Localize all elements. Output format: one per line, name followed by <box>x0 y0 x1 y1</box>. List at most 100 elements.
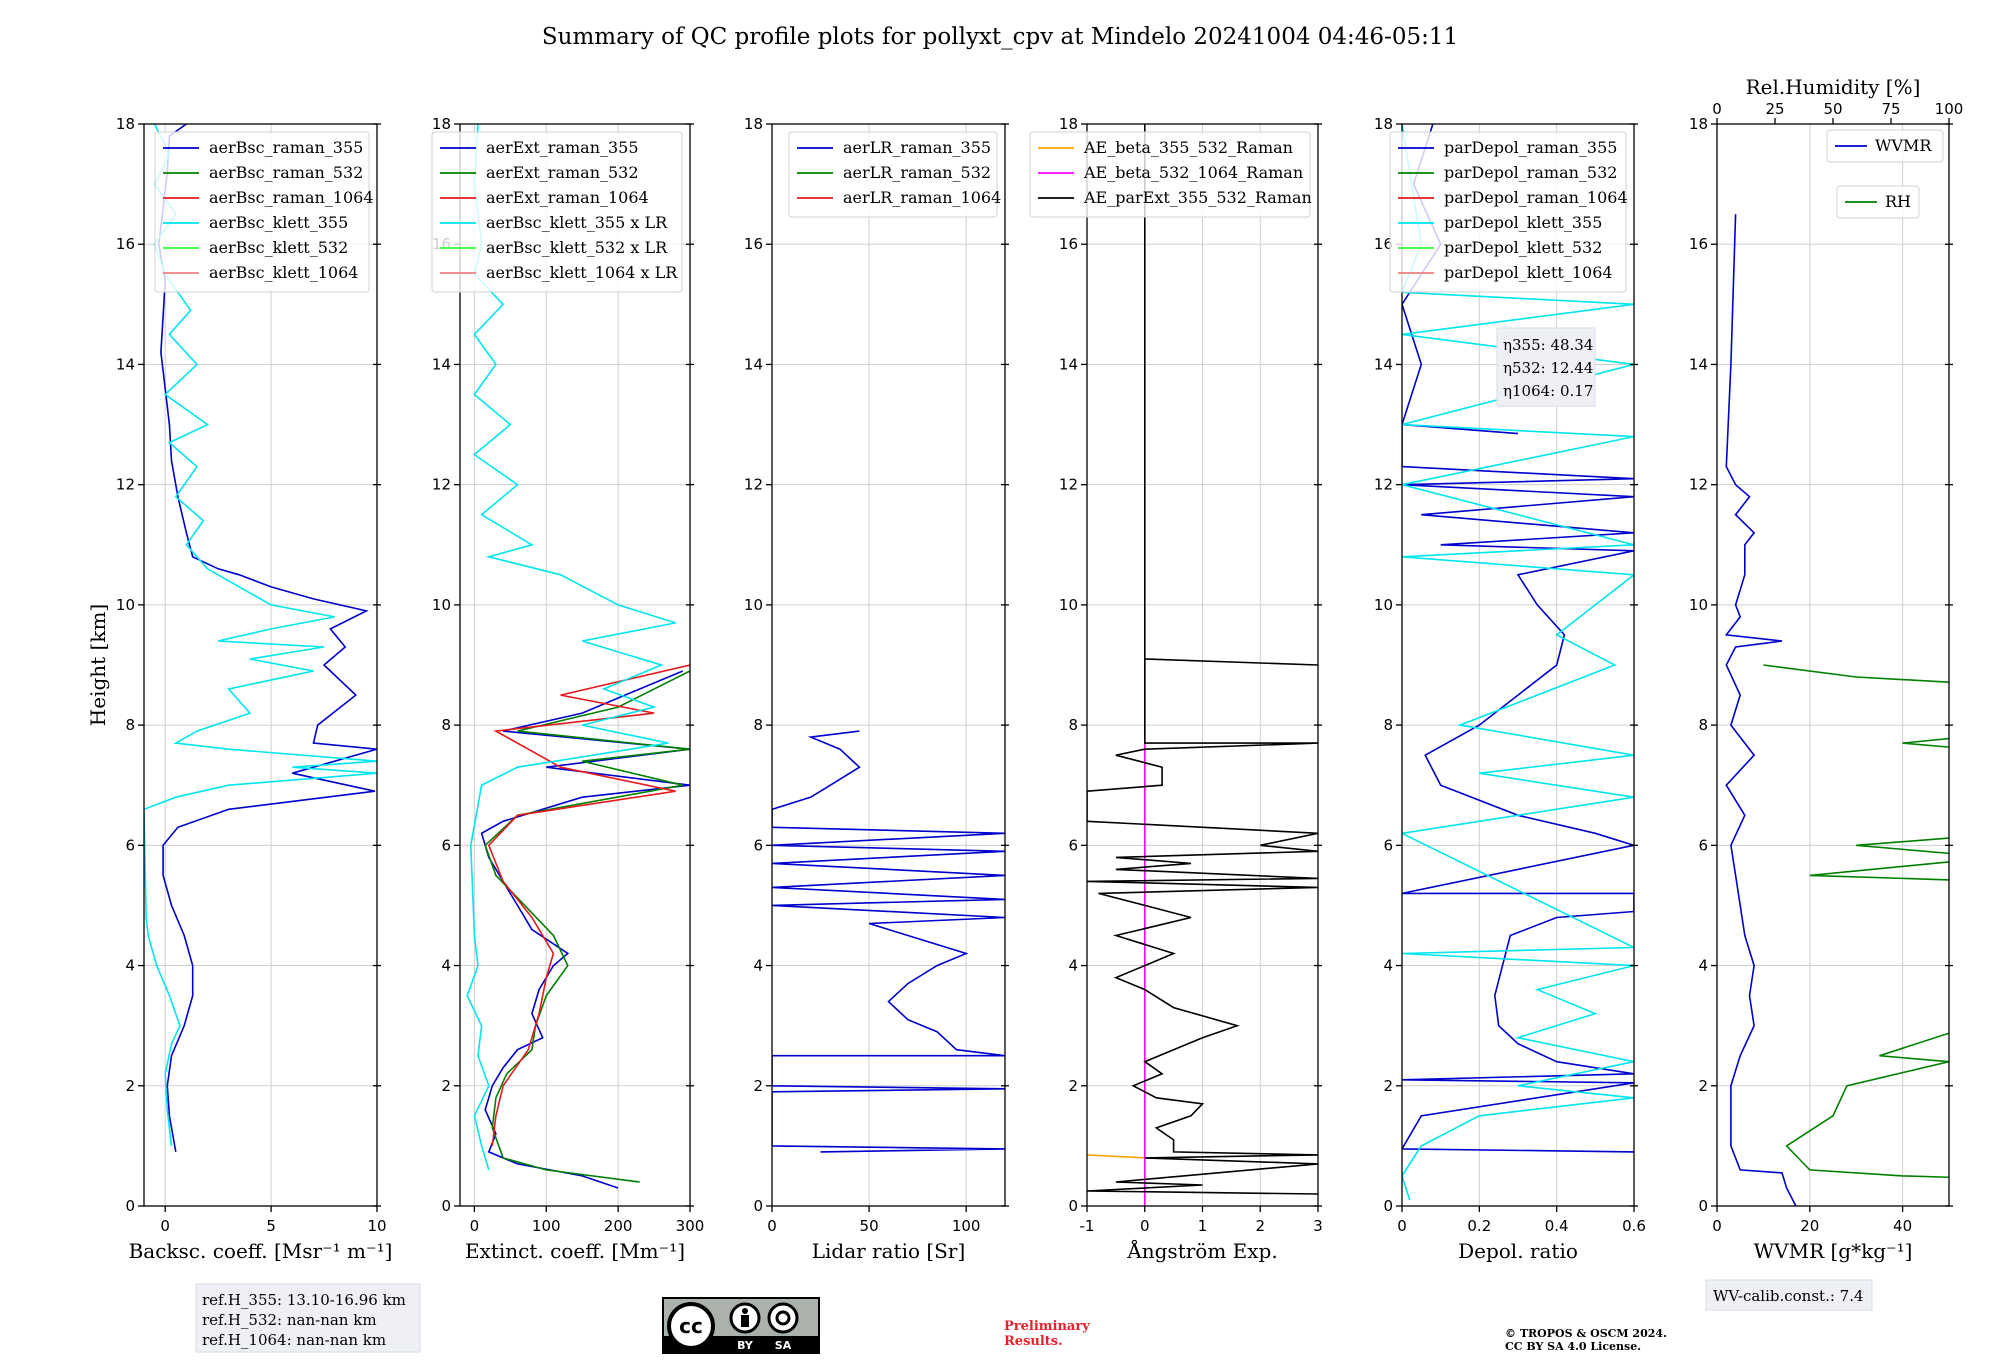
legend-entry: WVMR <box>1875 136 1932 155</box>
x-tick-label: 100 <box>952 1217 981 1235</box>
data-layer <box>1087 124 1318 1206</box>
cc-sa-label: SA <box>775 1339 792 1352</box>
x-tick-label: 0 <box>1140 1217 1150 1235</box>
legend-entry: aerBsc_klett_532 <box>209 238 348 257</box>
x-tick-label: 0.2 <box>1467 1217 1491 1235</box>
y-tick-label: 8 <box>753 716 763 734</box>
y-tick-label: 8 <box>1698 716 1708 734</box>
y-tick-label: 0 <box>753 1197 763 1215</box>
y-tick-label: 8 <box>1068 716 1078 734</box>
eta-line: η532: 12.44 <box>1503 359 1593 377</box>
y-tick-label: 0 <box>1698 1197 1708 1215</box>
x-axis-label: Ångström Exp. <box>1126 1238 1277 1263</box>
x-tick-label: 0.6 <box>1622 1217 1646 1235</box>
legend-entry: parDepol_klett_532 <box>1444 238 1602 257</box>
y-tick-label: 0 <box>1383 1197 1393 1215</box>
y-tick-label: 18 <box>1059 115 1078 133</box>
y-tick-label: 16 <box>1059 235 1078 253</box>
eta-annotation: η355: 48.34 η532: 12.44 η1064: 0.17 <box>1496 327 1596 407</box>
x-tick-label: 1 <box>1198 1217 1208 1235</box>
legend-entry: aerBsc_klett_532 x LR <box>486 238 668 257</box>
x-axis-label: Backsc. coeff. [Msr⁻¹ m⁻¹] <box>129 1239 393 1263</box>
y-tick-label: 4 <box>753 957 763 975</box>
annotation-box <box>1496 327 1596 407</box>
y-tick-label: 18 <box>432 115 451 133</box>
x-tick-label: 40 <box>1893 1217 1912 1235</box>
cc-license-icon: cc <box>667 1302 715 1350</box>
y-tick-label: 8 <box>1383 716 1393 734</box>
x2-tick-label: 25 <box>1765 100 1784 118</box>
y-tick-label: 10 <box>432 596 451 614</box>
y-tick-label: 16 <box>744 235 763 253</box>
legend-box <box>1389 131 1627 293</box>
y-tick-label: 10 <box>744 596 763 614</box>
y-tick-label: 16 <box>1689 235 1708 253</box>
legend-entry: aerExt_raman_355 <box>486 138 639 157</box>
series-line-aerlr-raman-355 <box>772 730 1005 1153</box>
legend-box <box>1826 129 1944 163</box>
x-tick-label: 0 <box>160 1217 170 1235</box>
legend-entry: aerBsc_klett_355 x LR <box>486 213 668 232</box>
legend-entry: AE_beta_532_1064_Raman <box>1083 163 1303 182</box>
cc-license-badge: cc BY SA <box>662 1297 820 1354</box>
y-tick-label: 6 <box>753 836 763 854</box>
y-tick-label: 0 <box>1068 1197 1078 1215</box>
data-layer <box>466 124 690 1189</box>
legend-entry: aerBsc_raman_1064 <box>209 188 374 207</box>
y-tick-label: 6 <box>1698 836 1708 854</box>
ref-height-line: ref.H_532: nan-nan km <box>202 1311 377 1329</box>
x-tick-label: 3 <box>1313 1217 1323 1235</box>
series-line-aerbsc-klett-355 <box>144 124 377 1146</box>
series-line-ae-beta-355-532-raman <box>1087 1154 1145 1159</box>
plot-frame <box>459 123 691 1207</box>
figure-title: Summary of QC profile plots for pollyxt_… <box>542 24 1458 50</box>
legend-box <box>1029 131 1311 218</box>
ref-height-annotation: ref.H_355: 13.10-16.96 km ref.H_532: nan-… <box>195 1283 421 1353</box>
x-tick-label: 50 <box>860 1217 879 1235</box>
x-axis-label: Depol. ratio <box>1458 1239 1578 1263</box>
y-tick-label: 14 <box>1059 355 1078 373</box>
preliminary-line-1: Preliminary <box>1004 1319 1090 1334</box>
x-axis-label: WVMR [g*kg⁻¹] <box>1754 1239 1913 1263</box>
legend-entry: AE_beta_355_532_Raman <box>1083 138 1293 157</box>
y-tick-label: 16 <box>1374 235 1393 253</box>
x2-tick-label: 50 <box>1823 100 1842 118</box>
series-line-aerext-raman-1064 <box>487 664 690 1146</box>
x-tick-label: 300 <box>676 1217 705 1235</box>
y-tick-label: 14 <box>1689 355 1708 373</box>
legend-entry: aerExt_raman_1064 <box>486 188 649 207</box>
ref-height-line: ref.H_1064: nan-nan km <box>202 1331 386 1349</box>
y-tick-label: 14 <box>1374 355 1393 373</box>
panel-3: 0 2 4 6 8 10 12 14 16 18 0 50 100 Lidar ratio [Sr] aer… <box>744 115 1009 1263</box>
legend-box <box>431 131 683 293</box>
legend-box <box>1836 185 1920 219</box>
eta-line: η1064: 0.17 <box>1503 382 1593 400</box>
x-tick-label: 0 <box>470 1217 480 1235</box>
plot-frame <box>143 123 378 1207</box>
cc-by-label: BY <box>737 1339 754 1352</box>
y-tick-label: 12 <box>432 476 451 494</box>
y-tick-label: 4 <box>125 957 135 975</box>
eta-line: η355: 48.34 <box>1503 336 1593 354</box>
legend-entry: parDepol_raman_532 <box>1444 163 1617 182</box>
y-tick-label: 4 <box>1383 957 1393 975</box>
legend-entry: aerBsc_klett_1064 <box>209 263 358 282</box>
x2-tick-label: 100 <box>1935 100 1964 118</box>
series-line-aerext-raman-532 <box>484 670 690 1183</box>
x-tick-label: 20 <box>1800 1217 1819 1235</box>
y-tick-label: 2 <box>1068 1077 1078 1095</box>
series-line-rh <box>1763 664 1949 1179</box>
ref-height-line: ref.H_355: 13.10-16.96 km <box>202 1291 406 1309</box>
annotation-box <box>1705 1279 1873 1311</box>
series-line-wvmr <box>1724 214 1797 1206</box>
series-line-aerbsc-klett-355-x-lr <box>466 124 676 1171</box>
legend-entry: parDepol_klett_1064 <box>1444 263 1613 282</box>
y-tick-label: 6 <box>1383 836 1393 854</box>
legend-entry: parDepol_raman_1064 <box>1444 188 1628 207</box>
plot-frame <box>771 123 1006 1207</box>
x2-tick-label: 0 <box>1712 100 1722 118</box>
y-tick-label: 18 <box>744 115 763 133</box>
